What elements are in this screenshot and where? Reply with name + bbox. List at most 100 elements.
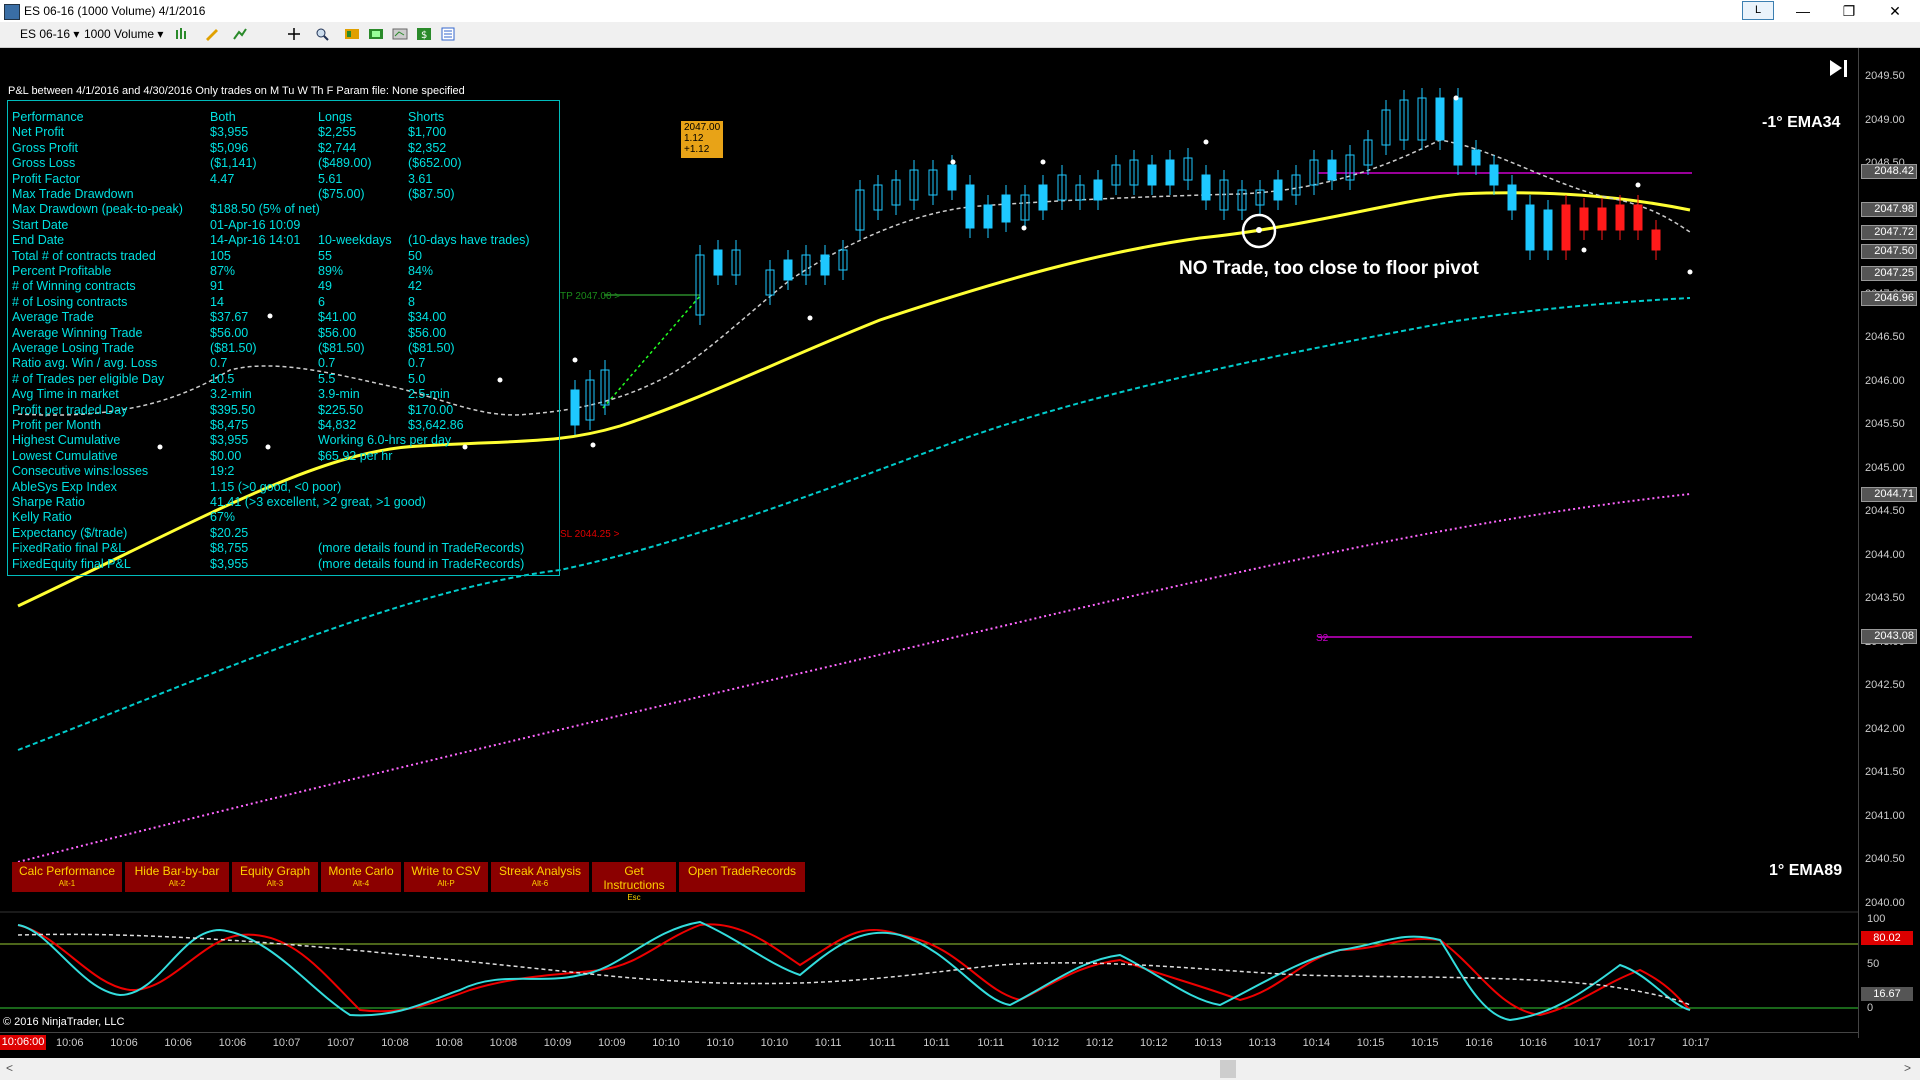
no-trade-circle <box>1241 213 1277 249</box>
perf-cell: End Date <box>12 233 65 248</box>
candle-body <box>765 269 775 296</box>
strategy-button-streak-analysis[interactable]: Streak Analysis Alt-6 <box>491 862 589 892</box>
perf-cell: 4.47 <box>210 171 235 186</box>
period-selector[interactable]: 1000 Volume ▾ <box>84 27 163 41</box>
strategy-button-hide-bar-by-bar[interactable]: Hide Bar-by-bar Alt-2 <box>125 862 229 892</box>
perf-cell: Gross Profit <box>12 140 78 155</box>
price-tick: 2044.00 <box>1865 548 1905 561</box>
time-axis[interactable]: 10:06:00 10:06 10:06 10:06 10:06 10:07 10:07 10… <box>0 1032 1858 1053</box>
time-tick: 10:08 <box>489 1037 518 1049</box>
time-tick: 10:08 <box>435 1037 463 1049</box>
strategy-button-equity-graph[interactable]: Equity Graph Alt-3 <box>232 862 318 892</box>
candle-body <box>1129 159 1139 186</box>
price-tick: 2046.50 <box>1865 331 1905 343</box>
chart-trader-icon[interactable] <box>392 27 408 41</box>
button-shortcut: Alt-4 <box>352 879 370 888</box>
perf-cell: 01-Apr-16 10:09 <box>210 217 301 232</box>
perf-cell: Sharpe Ratio <box>12 495 85 509</box>
perf-cell: 8 <box>408 294 415 309</box>
perf-cell: Profit per traded Day <box>12 402 128 417</box>
price-chart[interactable]: S2 TP 2047.00 > SL 2044.25 > <box>0 0 1920 1058</box>
time-tick: 10:17 <box>1682 1037 1710 1049</box>
scroll-thumb[interactable] <box>1220 1060 1236 1078</box>
perf-cell: $170.00 <box>408 402 454 417</box>
candle-body <box>1471 149 1481 166</box>
scroll-left-icon[interactable]: < <box>6 1061 14 1075</box>
dollar-icon[interactable]: $ <box>416 27 432 41</box>
scroll-right-icon[interactable]: > <box>1904 1061 1912 1075</box>
time-tick: 10:15 <box>1411 1037 1439 1049</box>
trade-connector <box>602 295 701 409</box>
time-tick: 10:07 <box>327 1037 355 1049</box>
l-button[interactable]: L <box>1742 1 1774 20</box>
price-tick: 2049.50 <box>1865 70 1905 82</box>
strategy-button-calc-performance[interactable]: Calc Performance Alt-1 <box>12 862 122 892</box>
perf-cell: $3,955 <box>210 556 249 571</box>
candle-body <box>820 254 830 276</box>
swing-dot <box>1040 159 1046 165</box>
horizontal-scrollbar[interactable]: < > <box>0 1058 1920 1080</box>
instrument-selector[interactable]: ES 06-16 ▾ <box>20 27 79 41</box>
perf-cell: 2.5-min <box>408 387 450 402</box>
perf-cell: ($1,141) <box>210 156 257 171</box>
callout-value: 1.12 <box>684 133 704 144</box>
candle-body <box>1525 204 1535 251</box>
restore-button[interactable]: ❐ <box>1842 3 1856 19</box>
time-tick: 10:13 <box>1194 1037 1222 1049</box>
time-tick: 10:09 <box>598 1037 626 1049</box>
perf-cell: $2,255 <box>318 125 357 140</box>
strategy-icon[interactable] <box>368 27 384 41</box>
perf-cell: $3,955 <box>210 433 249 448</box>
perf-cell: 89% <box>318 264 344 278</box>
strategy-button-get-instructions[interactable]: Get Instructions Esc <box>592 862 676 902</box>
perf-cell: 55 <box>318 248 332 263</box>
take-profit-label: TP 2047.00 > <box>560 291 620 302</box>
play-to-end-icon[interactable] <box>1830 60 1847 77</box>
osc-tick: 50 <box>1867 957 1880 970</box>
swing-dot <box>950 159 956 165</box>
perf-cell: Start Date <box>12 217 69 232</box>
minimize-button[interactable]: — <box>1796 3 1810 19</box>
perf-cell: # of Losing contracts <box>12 294 128 309</box>
candle-body <box>1075 184 1085 201</box>
title-bar: ES 06-16 (1000 Volume) 4/1/2016 L — ❐ ✕ <box>0 0 1920 22</box>
zoom-icon[interactable] <box>314 27 330 41</box>
price-axis[interactable]: 2049.502049.002048.502048.002047.502047.… <box>1858 48 1920 1038</box>
perf-cell: $41.00 <box>318 310 357 325</box>
perf-cell: AbleSys Exp Index <box>12 479 117 494</box>
close-button[interactable]: ✕ <box>1889 3 1901 19</box>
crosshair-icon[interactable] <box>286 27 302 41</box>
perf-cell: Gross Loss <box>12 156 76 171</box>
bar-type-icon[interactable] <box>174 27 190 41</box>
period-label: 1000 Volume <box>84 27 155 41</box>
data-box-icon[interactable] <box>440 27 456 41</box>
strategy-button-open-traderecords[interactable]: Open TradeRecords <box>679 862 805 892</box>
perf-cell: $0.00 <box>210 448 242 463</box>
perf-cell: (more details found in TradeRecords) <box>318 556 525 571</box>
button-label: Write to CSV <box>411 864 481 878</box>
perf-cell: $2,352 <box>408 140 447 155</box>
time-tick: 10:08 <box>381 1037 409 1049</box>
draw-pencil-icon[interactable] <box>204 27 220 41</box>
time-tick: 10:10 <box>706 1037 734 1049</box>
indicator-icon[interactable] <box>232 27 248 41</box>
candle-body <box>600 369 610 406</box>
strategy-button-write-to-csv[interactable]: Write to CSV Alt-P <box>404 862 488 892</box>
price-tick: 2044.50 <box>1865 505 1905 517</box>
perf-cell: $4,832 <box>318 418 357 432</box>
perf-cell: 6 <box>318 294 325 309</box>
strategy-button-monte-carlo[interactable]: Monte Carlo Alt-4 <box>321 862 401 892</box>
properties-icon[interactable] <box>344 27 360 41</box>
candle-body <box>1255 189 1265 206</box>
candle-body <box>1001 194 1011 223</box>
ema34-line <box>17 191 1691 608</box>
price-callout: 2047.00 1.12 +1.12 <box>681 121 723 158</box>
perf-cell: ($652.00) <box>408 156 462 171</box>
perf-cell: Ratio avg. Win / avg. Loss <box>12 356 158 371</box>
candle-body <box>983 204 993 229</box>
swing-dot <box>462 444 468 450</box>
perf-cell: Max Trade Drawdown <box>12 187 134 201</box>
candle-body <box>1183 157 1193 181</box>
perf-cell: $395.50 <box>210 402 256 417</box>
candle-body <box>1237 189 1247 211</box>
